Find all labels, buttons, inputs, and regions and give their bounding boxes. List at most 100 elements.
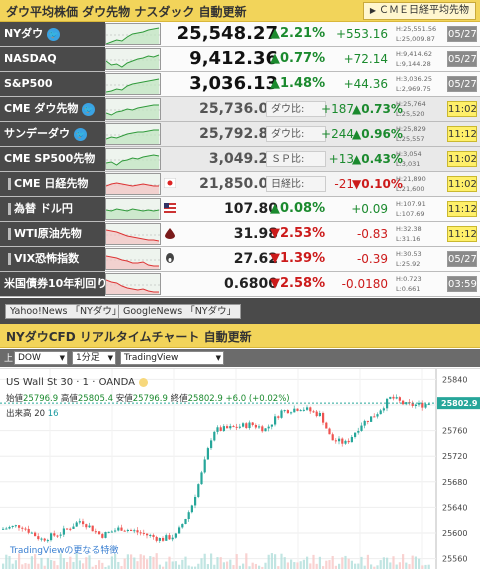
candle [130, 530, 133, 532]
quote-row[interactable]: CME 日経先物 21,850.00 日経比: -21 ▼0.10% H:21,890 L:… [0, 172, 480, 197]
quote-row[interactable]: 為替 ドル円 107.80 ▲0.08% +0.09 H:107.91 L:107.69 1… [0, 197, 480, 222]
candle [235, 426, 238, 428]
quote-name[interactable]: CME 日経先物 [0, 172, 105, 196]
symbol-select[interactable]: DOW [14, 351, 68, 365]
candle [104, 532, 107, 538]
quote-name-text: 米国債券10年利回り [4, 277, 105, 290]
quote-name[interactable]: CME SP500先物 [0, 147, 105, 171]
quote-name[interactable]: NYダウ 🐦 [0, 22, 105, 46]
volume-bar [318, 556, 321, 569]
source-select[interactable]: TradingView [120, 351, 224, 365]
candle [424, 404, 427, 408]
twitter-icon[interactable]: 🐦 [47, 27, 61, 41]
tradingview-link[interactable]: TradingViewの更なる特徴 [10, 546, 119, 556]
page-title: ダウ平均株価 ダウ先物 ナスダック 自動更新 [6, 5, 247, 19]
volume-bar [277, 566, 280, 569]
volume-bar [267, 554, 270, 569]
quote-row[interactable]: 米国債券10年利回り 0.6800 ▼2.58% -0.0180 H:0.723 L:0.… [0, 272, 480, 297]
quote-change: +187 [321, 102, 354, 116]
y-tick-label: 25560 [442, 555, 467, 564]
candle [389, 396, 392, 399]
volume-bar [11, 563, 14, 569]
volume-bar [238, 565, 241, 569]
interval-select[interactable]: 1分足 [72, 351, 116, 365]
comparison-label: ＳＰ比: [266, 151, 326, 167]
sparkline [105, 73, 161, 95]
candle [245, 423, 248, 428]
quote-name[interactable]: CME ダウ先物 🐦 [0, 97, 105, 121]
quote-name[interactable]: S&P500 [0, 72, 105, 96]
quote-row[interactable]: NYダウ 🐦 25,548.27 ▲2.21% +553.16 H:25,551.56 L:… [0, 22, 480, 47]
quote-percent: ▲0.96% [352, 127, 403, 141]
candle [290, 412, 293, 414]
volume-bar [411, 555, 414, 569]
candle [242, 423, 245, 427]
candle [363, 420, 366, 426]
candle [34, 532, 37, 537]
quote-name[interactable]: サンデーダウ 🐦 [0, 122, 105, 146]
volume-bar [190, 566, 193, 569]
volume-bar [338, 563, 341, 569]
volume-bar [382, 557, 385, 569]
volume-bar [398, 562, 401, 569]
quote-change: -21 [334, 177, 354, 191]
volume-bar [130, 554, 133, 569]
volume-bar [139, 554, 142, 569]
candle [270, 424, 273, 427]
quote-row[interactable]: NASDAQ 9,412.36 ▲0.77% +72.14 H:9,414.62 L:9,… [0, 47, 480, 72]
candlestick-plot[interactable]: 2584025800257602572025680256402560025560… [0, 369, 480, 569]
quote-percent: ▲0.43% [352, 152, 403, 166]
chart-symbol: US Wall St 30 · 1 · OANDA [6, 377, 148, 388]
low-value: L:25,557 [396, 135, 425, 143]
quote-row[interactable]: WTI原油先物 31.98 ▼2.53% -0.83 H:32.38 L:31.16 11:… [0, 222, 480, 247]
quote-name[interactable]: VIX恐怖指数 [0, 247, 105, 271]
volume-bar [107, 565, 110, 569]
tradingview-chart[interactable]: 2584025800257602572025680256402560025560… [0, 368, 480, 569]
cme-nikkei-button[interactable]: ＣＭＥ日経平均先物 [362, 2, 476, 20]
candle [414, 404, 417, 406]
candle [69, 528, 72, 530]
candle [120, 527, 123, 531]
quote-name[interactable]: NASDAQ [0, 47, 105, 71]
volume-bar [69, 556, 72, 569]
quote-row[interactable]: S&P500 3,036.13 ▲1.48% +44.36 H:3,036.25 L:2,… [0, 72, 480, 97]
yahoo-news-link[interactable]: Yahoo!News 「NYダウ」 [5, 304, 127, 319]
quote-row[interactable]: CME ダウ先物 🐦 25,736.00 ダウ比: +187 ▲0.73% H:25,764… [0, 97, 480, 122]
chart-controls: 上 DOW 1分足 TradingView [0, 349, 480, 367]
twitter-icon[interactable]: 🐦 [74, 127, 87, 141]
high-low: H:3,036.25 L:2,969.75 [396, 74, 448, 96]
candle [197, 484, 200, 497]
high-low: H:25,764 L:25,520 [396, 99, 448, 121]
quote-row[interactable]: VIX恐怖指数 27.62 ▼1.39% -0.39 H:30.53 L:25.92 05/… [0, 247, 480, 272]
google-news-link[interactable]: GoogleNews 「NYダウ」 [118, 304, 242, 319]
candle [181, 524, 184, 528]
volume-bar [331, 555, 334, 569]
candle [315, 411, 318, 417]
high-value: H:0.723 [396, 275, 422, 283]
quote-time: 03:59 [447, 276, 477, 292]
high-label: 高値 [60, 394, 78, 404]
quote-row[interactable]: サンデーダウ 🐦 25,792.80 ダウ比: +244 ▲0.96% H:25,829 L:… [0, 122, 480, 147]
volume-bar [171, 561, 174, 569]
volume-bar [91, 566, 94, 569]
candle [427, 403, 430, 405]
candle [37, 536, 40, 540]
volume-bar [264, 562, 267, 569]
candle [357, 430, 360, 433]
twitter-icon[interactable]: 🐦 [82, 102, 96, 116]
quote-name[interactable]: 米国債券10年利回り [0, 272, 105, 296]
volume-bar [245, 553, 248, 569]
high-value: H:9,414.62 [396, 50, 433, 58]
quote-row[interactable]: CME SP500先物 3,049.25 ＳＰ比: +13 ▲0.43% H:3,054 L… [0, 147, 480, 172]
quote-name[interactable]: 為替 ドル円 [0, 197, 105, 221]
quote-price: 107.80 [223, 201, 278, 217]
quote-name[interactable]: WTI原油先物 [0, 222, 105, 246]
close-value: 25802.9 [187, 394, 223, 404]
high-low: H:9,414.62 L:9,144.28 [396, 49, 448, 71]
candle [216, 427, 219, 432]
volume-bar [424, 564, 427, 569]
volume-bar [290, 559, 293, 569]
volume-bar [194, 566, 197, 569]
volume-bar [59, 553, 62, 569]
candle [14, 525, 17, 527]
